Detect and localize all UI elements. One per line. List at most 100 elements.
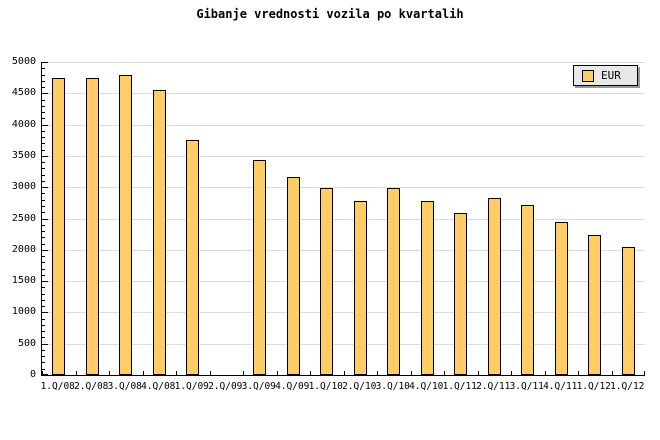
y-axis-label: 3500 bbox=[11, 149, 36, 161]
bar-1.Q/10 bbox=[320, 188, 334, 375]
x-tick bbox=[644, 371, 645, 375]
gridline bbox=[42, 343, 645, 345]
gridline bbox=[42, 93, 645, 95]
bar-1.Q/09 bbox=[186, 140, 200, 375]
x-axis-label: 4.Q/11 bbox=[543, 381, 578, 392]
x-tick bbox=[176, 371, 177, 375]
x-tick bbox=[544, 371, 546, 375]
x-tick bbox=[343, 371, 345, 375]
y-minor-tick bbox=[42, 293, 45, 295]
x-axis-labels: 1.Q/08 2.Q/08 3.Q/08 4.Q/08 1.Q/09 2.Q/09 3.Q/… bbox=[40, 381, 645, 395]
x-axis-label: 3.Q/10 bbox=[375, 381, 410, 392]
bar-1.Q/08 bbox=[52, 78, 66, 375]
y-major-tick bbox=[42, 93, 48, 95]
y-minor-tick bbox=[42, 231, 45, 233]
x-axis-label: 1.Q/10 bbox=[308, 381, 343, 392]
y-axis-label: 1000 bbox=[11, 306, 36, 318]
y-axis-labels: 0 500 1000 1500 2000 2500 3000 3500 4000 4500 5000 bbox=[0, 56, 36, 380]
bar-4.Q/10 bbox=[420, 201, 434, 375]
y-axis-label: 2500 bbox=[11, 212, 36, 224]
x-axis-label: 2.Q/09 bbox=[208, 381, 243, 392]
bar-2.Q/11 bbox=[487, 198, 501, 375]
y-minor-tick bbox=[42, 368, 45, 370]
x-tick bbox=[310, 371, 311, 375]
x-tick bbox=[477, 371, 479, 375]
x-tick bbox=[444, 371, 445, 375]
y-minor-tick bbox=[42, 287, 45, 289]
y-minor-tick bbox=[42, 337, 45, 339]
x-axis-label: 1.Q/11 bbox=[442, 381, 477, 392]
y-minor-tick bbox=[42, 87, 45, 89]
plot-area bbox=[41, 62, 645, 376]
y-axis-label: 2000 bbox=[11, 243, 36, 255]
y-minor-tick bbox=[42, 212, 45, 214]
gridline bbox=[42, 218, 645, 220]
gridline bbox=[42, 312, 645, 314]
y-minor-tick bbox=[42, 99, 45, 101]
x-tick bbox=[42, 371, 43, 375]
y-minor-tick bbox=[42, 262, 45, 264]
y-minor-tick bbox=[42, 74, 45, 76]
y-major-tick bbox=[42, 281, 48, 283]
y-major-tick bbox=[42, 312, 48, 314]
x-axis-label: 1.Q/08 bbox=[40, 381, 75, 392]
y-minor-tick bbox=[42, 199, 45, 201]
x-tick bbox=[209, 371, 211, 375]
y-minor-tick bbox=[42, 143, 45, 145]
y-minor-tick bbox=[42, 68, 45, 70]
x-tick bbox=[611, 371, 613, 375]
y-major-tick bbox=[42, 124, 48, 126]
x-tick bbox=[142, 371, 144, 375]
y-major-tick bbox=[42, 62, 48, 63]
y-major-tick bbox=[42, 249, 48, 251]
x-tick bbox=[410, 371, 412, 375]
y-minor-tick bbox=[42, 205, 45, 207]
x-tick bbox=[276, 371, 278, 375]
y-minor-tick bbox=[42, 299, 45, 301]
y-minor-tick bbox=[42, 318, 45, 320]
y-axis-label: 3000 bbox=[11, 181, 36, 193]
y-minor-tick bbox=[42, 105, 45, 107]
y-major-tick bbox=[42, 374, 48, 375]
gridline bbox=[42, 187, 645, 189]
bar-2.Q/10 bbox=[353, 201, 367, 375]
bar-1.Q/11 bbox=[454, 213, 468, 375]
y-minor-tick bbox=[42, 324, 45, 326]
gridline bbox=[42, 124, 645, 126]
y-minor-tick bbox=[42, 112, 45, 114]
x-axis-label: 3.Q/09 bbox=[241, 381, 276, 392]
y-minor-tick bbox=[42, 130, 45, 132]
y-major-tick bbox=[42, 155, 48, 157]
y-minor-tick bbox=[42, 349, 45, 351]
y-axis-label: 5000 bbox=[11, 56, 36, 67]
gridline bbox=[42, 281, 645, 283]
bar-3.Q/08 bbox=[119, 75, 133, 375]
y-minor-tick bbox=[42, 162, 45, 164]
bar-1.Q/12 bbox=[621, 247, 635, 375]
y-minor-tick bbox=[42, 362, 45, 364]
x-axis-label: 4.Q/10 bbox=[409, 381, 444, 392]
y-minor-tick bbox=[42, 137, 45, 139]
y-minor-tick bbox=[42, 274, 45, 276]
x-tick bbox=[75, 371, 77, 375]
bar-4.Q/09 bbox=[286, 177, 300, 375]
y-minor-tick bbox=[42, 118, 45, 120]
gridline bbox=[42, 62, 645, 63]
y-major-tick bbox=[42, 343, 48, 345]
y-axis-label: 4500 bbox=[11, 87, 36, 99]
legend-label: EUR bbox=[601, 69, 621, 82]
x-axis-label: 3.Q/08 bbox=[107, 381, 142, 392]
x-axis-label: 4.Q/08 bbox=[141, 381, 176, 392]
bar-4.Q/08 bbox=[152, 90, 166, 375]
y-minor-tick bbox=[42, 256, 45, 258]
x-tick bbox=[578, 371, 579, 375]
legend-swatch-icon bbox=[582, 69, 594, 82]
x-axis-label: 4.Q/09 bbox=[275, 381, 310, 392]
bar-2.Q/08 bbox=[85, 78, 99, 375]
legend-box: EUR bbox=[573, 65, 638, 86]
x-tick bbox=[109, 371, 110, 375]
bar-4.Q/11 bbox=[554, 222, 568, 375]
y-minor-tick bbox=[42, 237, 45, 239]
y-minor-tick bbox=[42, 193, 45, 195]
